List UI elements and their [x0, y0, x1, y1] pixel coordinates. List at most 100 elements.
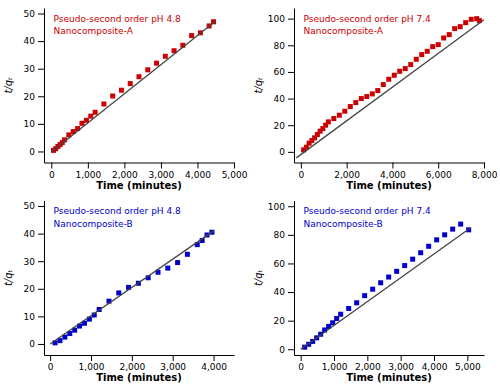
y-axis: 01020304050	[24, 201, 45, 356]
y-tick-label: 20	[24, 284, 36, 294]
scatter-point	[386, 275, 391, 280]
panel-title: Pseudo-second order pH 4.8	[54, 206, 182, 216]
y-tick-label: 0	[29, 339, 35, 349]
y-tick-label: 60	[274, 67, 286, 77]
scatter-point	[88, 114, 93, 119]
y-tick-label: 40	[24, 36, 36, 46]
scatter-point	[175, 260, 180, 265]
scatter-point	[353, 100, 358, 105]
scatter-point	[185, 252, 190, 257]
scatter-point	[403, 66, 408, 71]
y-tick: 60	[274, 67, 294, 77]
scatter-point	[386, 77, 391, 82]
x-tick-mark	[392, 163, 393, 169]
x-tick-mark	[51, 163, 52, 169]
y-tick-label: 80	[274, 41, 286, 51]
x-tick-mark	[124, 163, 125, 169]
scatter-point	[447, 32, 452, 37]
y-axis-line	[294, 9, 295, 164]
x-tick-mark	[197, 163, 198, 169]
x-tick: 0	[48, 355, 54, 372]
scatter-point	[334, 316, 339, 321]
scatter-point	[354, 300, 359, 305]
x-tick-mark	[484, 163, 485, 169]
x-tick: 4,000	[422, 355, 448, 372]
x-tick-mark	[334, 355, 335, 361]
x-tick-label: 5,000	[222, 170, 248, 180]
y-tick-label: 100	[268, 14, 285, 24]
scatter-point	[337, 113, 342, 118]
x-tick-label: 4,000	[422, 362, 448, 372]
x-axis: 01,0002,0003,0004,000	[45, 355, 235, 372]
y-axis: 020406080100	[268, 9, 295, 164]
x-tick: 5,000	[455, 355, 481, 372]
x-tick-label: 2,000	[112, 170, 138, 180]
x-axis-line	[295, 163, 485, 164]
y-axis-title: t/qₜ	[3, 77, 14, 94]
y-tick-mark	[288, 292, 294, 293]
panel: 01,0002,0003,0004,0005,00001020304050Tim…	[3, 9, 248, 191]
scatter-point	[346, 306, 351, 311]
plot-area	[301, 222, 471, 350]
fit-line	[51, 21, 215, 152]
x-tick-label: 1,000	[322, 362, 348, 372]
fit-line	[296, 20, 484, 158]
y-axis-title: t/qₜ	[253, 269, 264, 286]
x-tick: 2,000	[355, 355, 381, 372]
x-tick-label: 3,000	[160, 362, 186, 372]
scatter-point	[93, 110, 98, 115]
y-tick-label: 80	[274, 230, 286, 240]
y-tick-mark	[38, 69, 44, 70]
scatter-point	[434, 237, 439, 242]
scatter-point	[338, 312, 343, 317]
y-tick-mark	[38, 261, 44, 262]
x-tick: 3,000	[160, 355, 186, 372]
x-axis-title: Time (minutes)	[96, 372, 182, 383]
x-tick-mark	[438, 163, 439, 169]
y-axis-line	[294, 201, 295, 356]
y-tick-label: 50	[24, 201, 36, 211]
x-tick: 6,000	[426, 163, 452, 180]
scatter-point	[418, 250, 423, 255]
scatter-point	[441, 35, 446, 40]
y-tick-mark	[38, 316, 44, 317]
y-tick: 100	[268, 14, 294, 24]
x-tick-mark	[467, 355, 468, 361]
scatter-point	[375, 88, 380, 93]
x-tick-mark	[214, 355, 215, 361]
y-tick-mark	[38, 206, 44, 207]
x-tick: 1,000	[322, 355, 348, 372]
y-tick-label: 40	[274, 287, 286, 297]
y-tick-mark	[38, 96, 44, 97]
y-axis-title: t/qₜ	[3, 269, 14, 286]
y-tick-label: 30	[24, 257, 36, 267]
scatter-point	[137, 74, 142, 79]
x-axis-title: Time (minutes)	[346, 180, 432, 191]
scatter-point	[378, 280, 383, 285]
x-tick-label: 2,000	[334, 170, 360, 180]
y-tick-mark	[288, 349, 294, 350]
scatter-point	[359, 96, 364, 101]
scatter-point	[450, 227, 455, 232]
x-tick-label: 5,000	[455, 362, 481, 372]
y-tick-label: 10	[24, 119, 36, 129]
x-tick: 0	[49, 163, 55, 180]
y-tick: 20	[274, 121, 294, 131]
scatter-point	[163, 54, 168, 59]
scatter-point	[414, 57, 419, 62]
x-axis-line	[295, 355, 485, 356]
y-tick-mark	[288, 152, 294, 153]
x-tick-mark	[161, 163, 162, 169]
x-tick-label: 1,000	[79, 362, 105, 372]
x-tick-label: 1,000	[75, 170, 101, 180]
x-tick-label: 8,000	[472, 170, 498, 180]
y-tick: 20	[24, 284, 44, 294]
y-tick-label: 20	[24, 92, 36, 102]
x-tick-mark	[91, 355, 92, 361]
y-tick-label: 50	[24, 9, 36, 19]
y-tick-mark	[38, 289, 44, 290]
x-tick: 0	[298, 355, 304, 372]
y-tick-label: 60	[274, 259, 286, 269]
y-tick: 20	[274, 316, 294, 326]
y-axis-line	[44, 201, 45, 356]
